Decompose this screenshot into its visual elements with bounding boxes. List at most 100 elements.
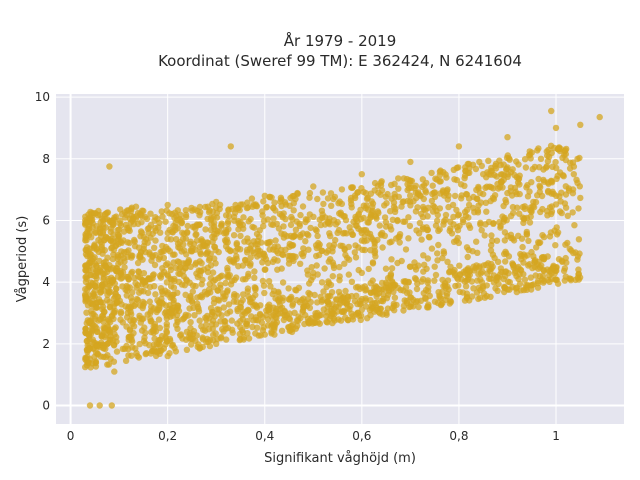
scatter-point — [167, 236, 175, 243]
scatter-point — [224, 287, 231, 294]
scatter-point — [112, 290, 119, 297]
scatter-point — [463, 294, 470, 302]
scatter-point — [404, 197, 411, 205]
scatter-point — [339, 308, 346, 315]
scatter-point — [521, 205, 529, 213]
scatter-point — [240, 214, 247, 221]
scatter-point — [117, 308, 125, 315]
scatter-point — [248, 298, 255, 306]
scatter-point — [101, 270, 108, 277]
scatter-point — [97, 288, 105, 295]
scatter-point — [129, 289, 136, 296]
x-tick-label: 0,8 — [449, 429, 468, 443]
scatter-point — [278, 327, 286, 334]
scatter-point — [208, 311, 216, 318]
scatter-point — [222, 212, 230, 219]
scatter-point — [456, 262, 463, 269]
scatter-point — [87, 317, 94, 325]
scatter-point — [186, 305, 193, 312]
scatter-point — [94, 343, 101, 350]
scatter-point — [562, 273, 569, 280]
scatter-point — [251, 284, 258, 291]
scatter-point — [546, 233, 554, 240]
scatter-point — [492, 162, 499, 170]
scatter-point — [144, 239, 151, 246]
scatter-point — [357, 206, 364, 213]
scatter-point — [246, 245, 254, 252]
scatter-point — [318, 279, 326, 286]
scatter-point — [291, 232, 298, 239]
scatter-point — [575, 205, 582, 212]
scatter-point — [139, 304, 146, 312]
scatter-point — [151, 283, 158, 290]
scatter-point — [495, 185, 502, 192]
scatter-point — [446, 300, 453, 307]
scatter-point — [207, 305, 215, 312]
scatter-point — [218, 312, 225, 319]
scatter-point — [377, 305, 384, 312]
scatter-point — [218, 222, 225, 230]
scatter-point — [383, 311, 390, 318]
scatter-point — [570, 171, 577, 178]
scatter-point — [369, 260, 377, 267]
scatter-point — [162, 243, 170, 251]
scatter-point — [307, 224, 314, 232]
scatter-point — [260, 324, 267, 331]
scatter-point — [432, 175, 439, 182]
scatter-point — [505, 155, 513, 162]
scatter-point — [354, 189, 361, 196]
scatter-point — [212, 260, 219, 267]
scatter-point — [443, 174, 450, 181]
scatter-point — [364, 315, 371, 322]
scatter-point — [83, 275, 91, 282]
scatter-point — [474, 209, 482, 216]
scatter-point — [142, 350, 149, 358]
scatter-point — [147, 210, 154, 217]
scatter-point — [440, 169, 447, 176]
scatter-point — [261, 289, 268, 297]
scatter-point — [545, 153, 553, 160]
scatter-point — [167, 275, 174, 282]
scatter-point — [319, 189, 327, 196]
scatter-point — [193, 231, 200, 238]
scatter-point — [156, 272, 164, 279]
scatter-point — [196, 221, 203, 228]
scatter-point — [390, 199, 398, 206]
scatter-point — [395, 175, 402, 182]
scatter-point — [422, 294, 429, 301]
scatter-point — [320, 288, 327, 295]
scatter-point — [376, 222, 383, 229]
scatter-point — [369, 203, 376, 211]
scatter-point — [163, 323, 170, 330]
scatter-point — [288, 242, 295, 249]
scatter-point — [509, 235, 516, 242]
scatter-point — [524, 182, 531, 189]
scatter-point — [251, 274, 258, 281]
scatter-point — [236, 336, 243, 344]
scatter-point — [188, 204, 195, 212]
scatter-point — [182, 207, 190, 214]
scatter-point — [395, 193, 402, 201]
scatter-point — [184, 222, 191, 230]
scatter-point — [157, 229, 164, 236]
scatter-point — [424, 287, 432, 295]
scatter-point — [272, 313, 279, 321]
scatter-point — [320, 200, 327, 208]
scatter-point — [534, 192, 541, 199]
scatter-point — [204, 264, 211, 271]
scatter-point — [182, 311, 189, 318]
scatter-point — [138, 327, 146, 334]
scatter-point — [98, 215, 106, 222]
scatter-point — [174, 216, 181, 223]
scatter-point — [324, 195, 332, 202]
scatter-point — [187, 325, 194, 332]
scatter-point — [123, 248, 130, 256]
scatter-point — [214, 335, 221, 343]
scatter-point — [560, 173, 567, 180]
scatter-point — [464, 253, 471, 261]
scatter-point — [198, 260, 205, 267]
scatter-point — [105, 316, 112, 323]
scatter-point — [456, 222, 463, 230]
scatter-point — [463, 244, 471, 251]
scatter-point — [249, 323, 256, 331]
